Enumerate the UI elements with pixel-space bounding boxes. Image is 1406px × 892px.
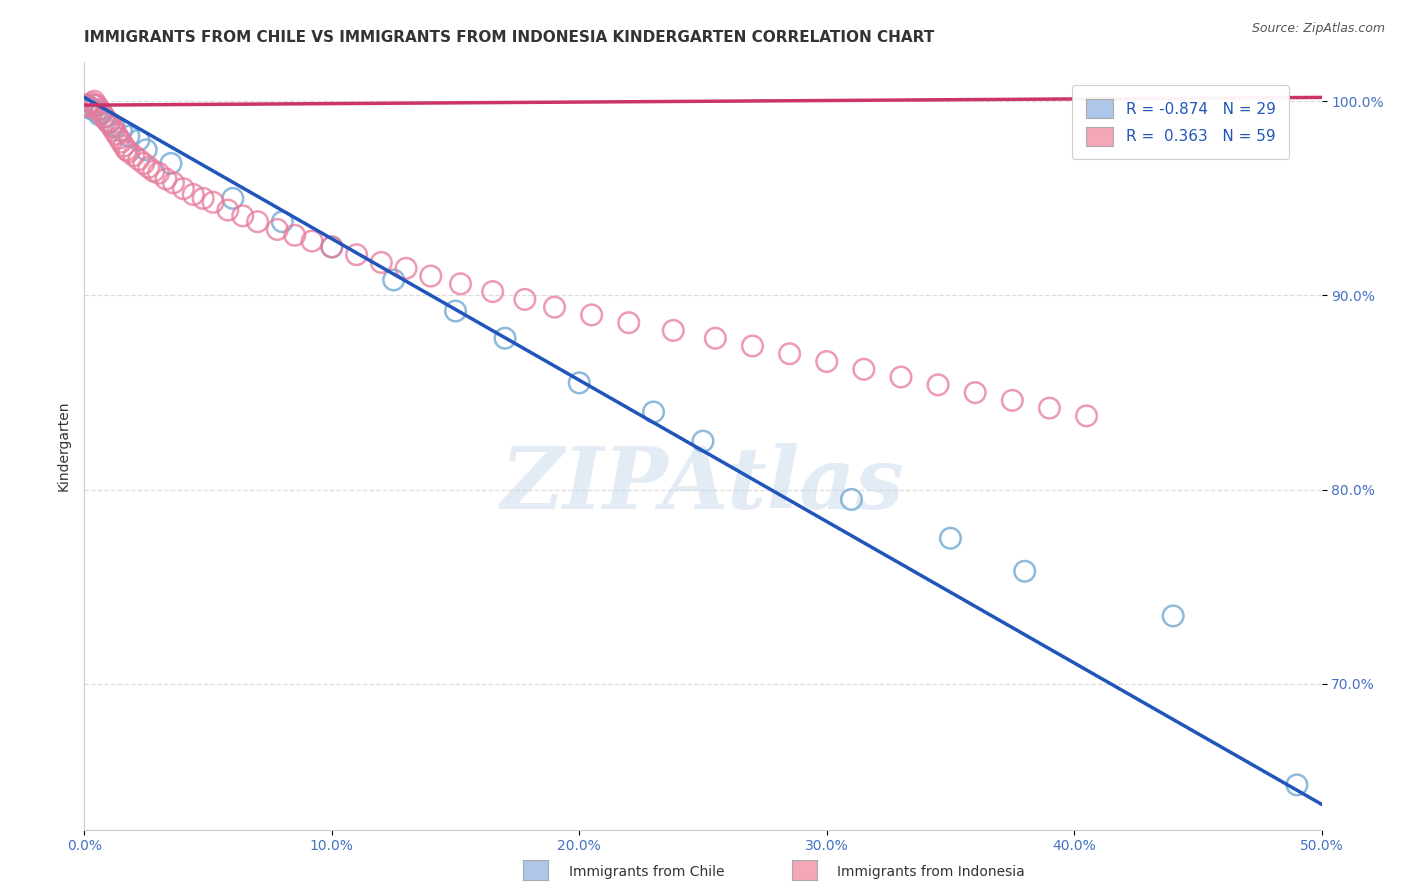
Point: [122, 149, 145, 163]
Point: [93, 110, 115, 124]
Point: [1001, 393, 1024, 408]
Point: [513, 293, 536, 307]
Text: Immigrants from Chile: Immigrants from Chile: [569, 865, 725, 880]
Point: [419, 268, 441, 283]
Point: [79, 100, 101, 114]
Point: [301, 234, 323, 248]
Point: [115, 143, 138, 157]
Point: [83, 95, 105, 109]
Point: [103, 123, 125, 137]
Point: [155, 172, 177, 186]
Point: [222, 191, 245, 205]
Point: [162, 176, 184, 190]
Point: [90, 106, 112, 120]
Point: [617, 316, 640, 330]
Point: [382, 273, 405, 287]
Point: [118, 129, 141, 144]
Point: [852, 362, 875, 376]
Point: [927, 377, 949, 392]
Point: [90, 106, 112, 120]
Point: [395, 261, 418, 276]
Point: [481, 285, 503, 299]
Point: [80, 96, 103, 111]
Point: [741, 339, 763, 353]
Point: [103, 120, 125, 134]
Point: [284, 228, 307, 243]
Point: [89, 102, 111, 116]
Point: [494, 331, 516, 345]
Point: [86, 103, 108, 118]
Point: [662, 323, 685, 337]
Point: [692, 434, 714, 449]
Point: [96, 113, 118, 128]
Point: [370, 255, 392, 269]
Point: [450, 277, 472, 291]
Point: [1285, 778, 1308, 792]
Point: [246, 215, 269, 229]
Point: [581, 308, 603, 322]
Point: [321, 240, 343, 254]
Point: [142, 164, 165, 178]
Point: [779, 347, 801, 361]
Point: [110, 123, 132, 137]
Point: [191, 191, 214, 205]
Point: [98, 115, 121, 129]
Point: [93, 110, 115, 124]
Point: [100, 120, 122, 134]
Point: [1076, 409, 1098, 423]
Point: [890, 370, 912, 384]
Point: [266, 222, 288, 236]
Point: [132, 156, 155, 170]
Point: [118, 145, 141, 159]
Point: [704, 331, 727, 345]
Text: Immigrants from Indonesia: Immigrants from Indonesia: [837, 865, 1025, 880]
Point: [128, 153, 150, 167]
Point: [815, 354, 838, 368]
Point: [110, 135, 132, 149]
Point: [1038, 401, 1060, 416]
Point: [98, 115, 121, 129]
Point: [1161, 609, 1184, 624]
Point: [160, 156, 183, 170]
Point: [172, 182, 194, 196]
Point: [76, 98, 98, 112]
Point: [83, 98, 105, 112]
Point: [80, 102, 103, 116]
Point: [138, 161, 160, 175]
Point: [135, 143, 157, 157]
Point: [232, 209, 254, 223]
Point: [1014, 564, 1036, 578]
Point: [444, 304, 467, 318]
Point: [643, 405, 665, 419]
Point: [105, 128, 128, 142]
Point: [271, 215, 294, 229]
Point: [86, 98, 108, 112]
Point: [939, 531, 962, 545]
Point: [202, 195, 225, 210]
Point: [965, 385, 987, 400]
Text: Source: ZipAtlas.com: Source: ZipAtlas.com: [1251, 22, 1385, 36]
Point: [181, 187, 204, 202]
Point: [148, 166, 170, 180]
Point: [89, 108, 111, 122]
Point: [217, 202, 239, 217]
Point: [321, 240, 343, 254]
Point: [76, 98, 98, 112]
Point: [79, 100, 101, 114]
Point: [112, 139, 135, 153]
Text: ZIPAtlas: ZIPAtlas: [501, 442, 905, 526]
Point: [108, 131, 131, 145]
Point: [346, 248, 368, 262]
Point: [841, 492, 863, 507]
Y-axis label: Kindergarten: Kindergarten: [56, 401, 70, 491]
Legend: R = -0.874   N = 29, R =  0.363   N = 59: R = -0.874 N = 29, R = 0.363 N = 59: [1073, 86, 1289, 160]
Point: [568, 376, 591, 390]
Text: IMMIGRANTS FROM CHILE VS IMMIGRANTS FROM INDONESIA KINDERGARTEN CORRELATION CHAR: IMMIGRANTS FROM CHILE VS IMMIGRANTS FROM…: [84, 29, 935, 45]
Point: [128, 133, 150, 147]
Point: [543, 300, 565, 314]
